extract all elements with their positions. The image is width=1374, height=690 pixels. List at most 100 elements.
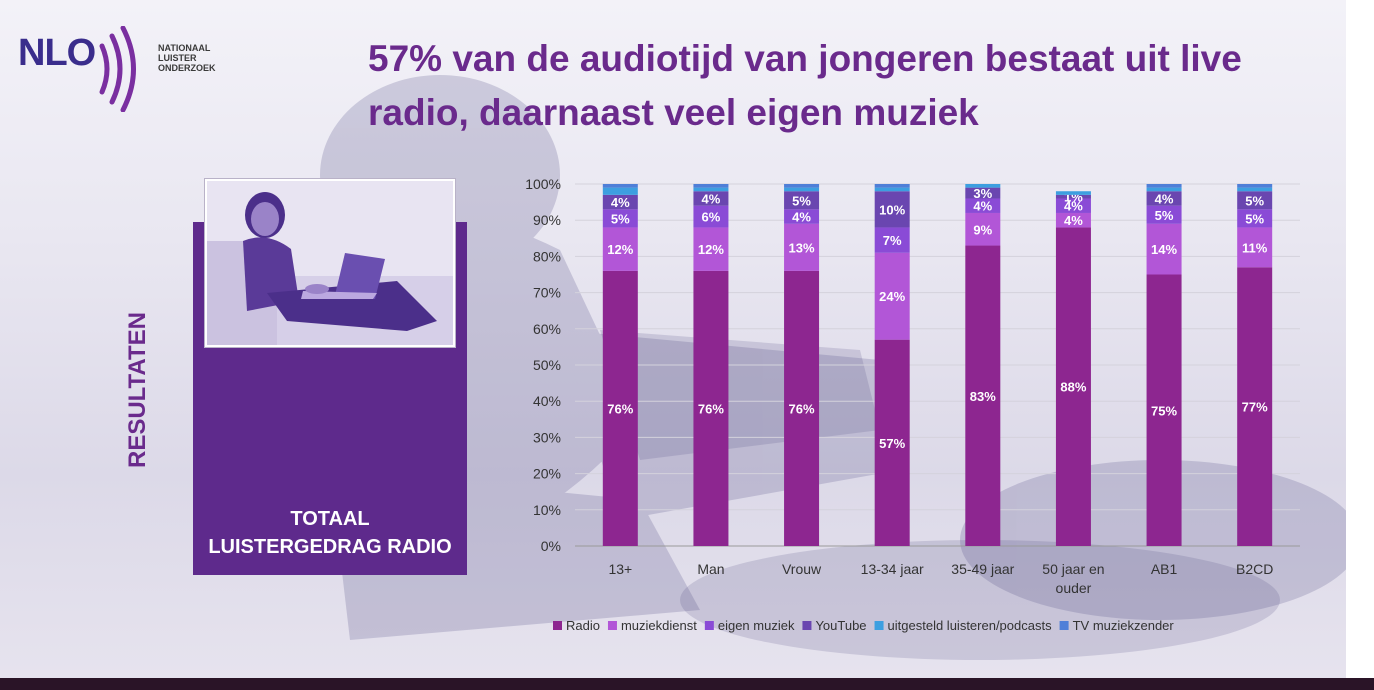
y-tick-label: 40% bbox=[533, 393, 561, 409]
category-label: Man bbox=[697, 561, 724, 577]
bar-segment bbox=[1055, 191, 1091, 195]
y-tick-label: 100% bbox=[525, 176, 561, 192]
bar-segment bbox=[1237, 227, 1273, 268]
bar-segment bbox=[874, 227, 910, 253]
legend-swatch bbox=[607, 621, 617, 630]
y-tick-label: 0% bbox=[541, 538, 561, 554]
logo-line-3: ONDERZOEK bbox=[158, 63, 216, 73]
data-label: 14% bbox=[1151, 242, 1177, 257]
legend-label: TV muziekzender bbox=[1073, 618, 1175, 633]
bar-segment bbox=[693, 270, 729, 546]
legend-swatch bbox=[704, 621, 714, 630]
data-label: 5% bbox=[1245, 193, 1264, 208]
bar-segment bbox=[965, 187, 1001, 199]
bar-segment bbox=[1237, 184, 1273, 188]
title-line-1: 57% van de audiotijd van jongeren bestaa… bbox=[368, 38, 1242, 79]
side-label-text: RESULTATEN bbox=[124, 312, 151, 468]
data-label: 83% bbox=[970, 389, 996, 404]
sound-waves-icon bbox=[99, 26, 136, 112]
y-tick-label: 50% bbox=[533, 357, 561, 373]
slide-title: 57% van de audiotijd van jongeren bestaa… bbox=[368, 32, 1328, 140]
legend-label: Radio bbox=[566, 618, 600, 633]
category-label: B2CD bbox=[1236, 561, 1273, 577]
y-tick-label: 70% bbox=[533, 285, 561, 301]
bar-segment bbox=[784, 184, 820, 188]
bar-segment bbox=[784, 223, 820, 271]
category-label: 35-49 jaar bbox=[951, 561, 1014, 577]
data-label: 10% bbox=[879, 202, 905, 217]
bar-segment bbox=[1146, 184, 1182, 188]
box-label-line-1: TOTAAL bbox=[290, 508, 370, 530]
bar-segment bbox=[602, 194, 638, 210]
bar-segment bbox=[874, 184, 910, 188]
data-label: 13% bbox=[789, 240, 815, 255]
data-label: 7% bbox=[883, 233, 902, 248]
data-label: 12% bbox=[698, 242, 724, 257]
section-photo bbox=[204, 178, 456, 348]
bar-segment bbox=[965, 212, 1001, 246]
title-line-2: radio, daarnaast veel eigen muziek bbox=[368, 92, 979, 133]
legend-swatch bbox=[1059, 621, 1069, 630]
person-with-laptop-image bbox=[207, 181, 453, 345]
category-label: 13-34 jaar bbox=[861, 561, 924, 577]
bar-segment bbox=[693, 227, 729, 271]
legend-label: eigen muziek bbox=[718, 618, 795, 633]
data-label: 5% bbox=[1155, 208, 1174, 223]
slide: NLO NATIONAAL LUISTER ONDERZOEK 57% van … bbox=[0, 0, 1346, 678]
bar-segment bbox=[693, 191, 729, 206]
data-label: 4% bbox=[702, 191, 721, 206]
bar-segment bbox=[965, 184, 1001, 188]
data-label: 5% bbox=[1245, 211, 1264, 226]
logo-wordmark: NLO bbox=[18, 32, 96, 74]
bar-segment bbox=[1146, 223, 1182, 275]
bar-segment bbox=[693, 184, 729, 188]
bottom-bar bbox=[0, 678, 1374, 690]
logo-line-2: LUISTER bbox=[158, 53, 197, 63]
y-tick-label: 10% bbox=[533, 502, 561, 518]
bar-segment bbox=[602, 184, 638, 188]
bar-segment bbox=[1146, 205, 1182, 224]
data-label: 76% bbox=[789, 401, 815, 416]
y-tick-label: 20% bbox=[533, 466, 561, 482]
data-label: 4% bbox=[1064, 199, 1083, 214]
bar-segment bbox=[784, 270, 820, 546]
data-label: 12% bbox=[607, 242, 633, 257]
bar-segment bbox=[1146, 191, 1182, 206]
legend-swatch bbox=[874, 621, 884, 630]
data-label: 6% bbox=[702, 210, 721, 225]
bar-segment bbox=[874, 187, 910, 192]
data-label: 4% bbox=[1155, 191, 1174, 206]
category-label: Vrouw bbox=[782, 561, 822, 577]
data-label: 4% bbox=[1064, 213, 1083, 228]
bar-segment bbox=[965, 245, 1001, 546]
data-label: 4% bbox=[973, 199, 992, 214]
box-label-line-2: LUISTERGEDRAG RADIO bbox=[208, 536, 452, 558]
legend-label: YouTube bbox=[815, 618, 866, 633]
bar-segment bbox=[1237, 209, 1273, 228]
bar-segment bbox=[1146, 187, 1182, 192]
bar-segment bbox=[693, 187, 729, 192]
category-label: 13+ bbox=[608, 561, 632, 577]
data-label: 24% bbox=[879, 289, 905, 304]
legend-label: uitgesteld luisteren/podcasts bbox=[888, 618, 1053, 633]
bar-segment bbox=[784, 209, 820, 224]
section-box-label: TOTAAL LUISTERGEDRAG RADIO bbox=[193, 505, 467, 561]
data-label: 3% bbox=[973, 186, 992, 201]
bar-segment bbox=[602, 187, 638, 195]
bar-segment bbox=[1237, 267, 1273, 546]
data-label: 4% bbox=[792, 210, 811, 225]
bar-segment bbox=[874, 252, 910, 340]
bar-segment bbox=[1055, 227, 1091, 546]
bar-segment bbox=[602, 227, 638, 271]
bar-segment bbox=[1055, 212, 1091, 228]
bar-segment bbox=[784, 187, 820, 192]
data-label: 76% bbox=[607, 401, 633, 416]
legend-label: muziekdienst bbox=[621, 618, 697, 633]
y-tick-label: 90% bbox=[533, 212, 561, 228]
bar-segment bbox=[1237, 187, 1273, 192]
category-label: 50 jaar en bbox=[1042, 561, 1104, 577]
logo-line-1: NATIONAAL bbox=[158, 43, 211, 53]
data-label: 5% bbox=[611, 211, 630, 226]
data-label: 5% bbox=[792, 193, 811, 208]
bar-segment bbox=[602, 209, 638, 228]
